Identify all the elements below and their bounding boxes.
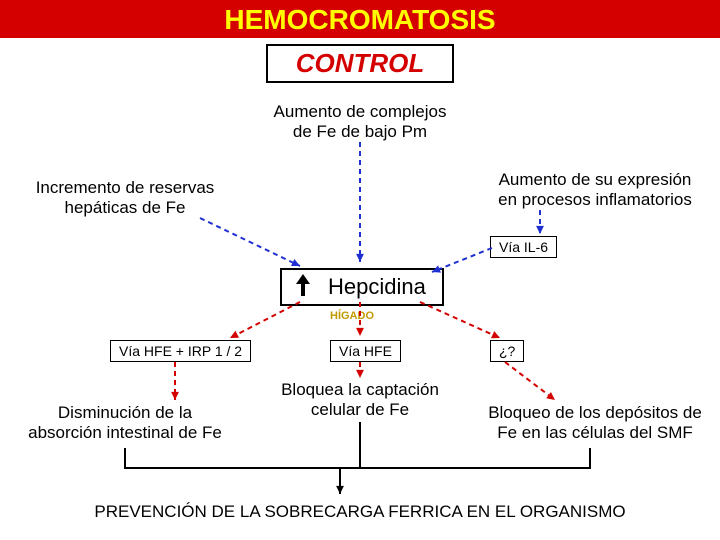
node-left-lower: Disminución de laabsorción intestinal de… bbox=[20, 403, 230, 444]
node-hepcidina: Hepcidina bbox=[280, 268, 444, 306]
pathway-question: ¿? bbox=[490, 340, 524, 362]
node-top-center: Aumento de complejosde Fe de bajo Pm bbox=[260, 102, 460, 143]
pathway-via-hfe-irp: Vía HFE + IRP 1 / 2 bbox=[110, 340, 251, 362]
pathway-via-il6: Vía IL-6 bbox=[490, 236, 557, 258]
node-right-lower: Bloqueo de los depósitos deFe en las cél… bbox=[480, 403, 710, 444]
subtitle-box: CONTROL bbox=[266, 44, 455, 83]
node-left-upper: Incremento de reservashepáticas de Fe bbox=[20, 178, 230, 219]
title-bar: HEMOCROMATOSIS bbox=[0, 0, 720, 38]
pathway-via-hfe: Vía HFE bbox=[330, 340, 401, 362]
page-title: HEMOCROMATOSIS bbox=[224, 4, 495, 35]
subtitle-container: CONTROL bbox=[0, 44, 720, 83]
final-statement: PREVENCIÓN DE LA SOBRECARGA FERRICA EN E… bbox=[0, 502, 720, 522]
label-higado: HÍGADO bbox=[330, 310, 374, 322]
node-right-upper: Aumento de su expresiónen procesos infla… bbox=[480, 170, 710, 211]
node-center-lower: Bloquea la captacióncelular de Fe bbox=[260, 380, 460, 421]
